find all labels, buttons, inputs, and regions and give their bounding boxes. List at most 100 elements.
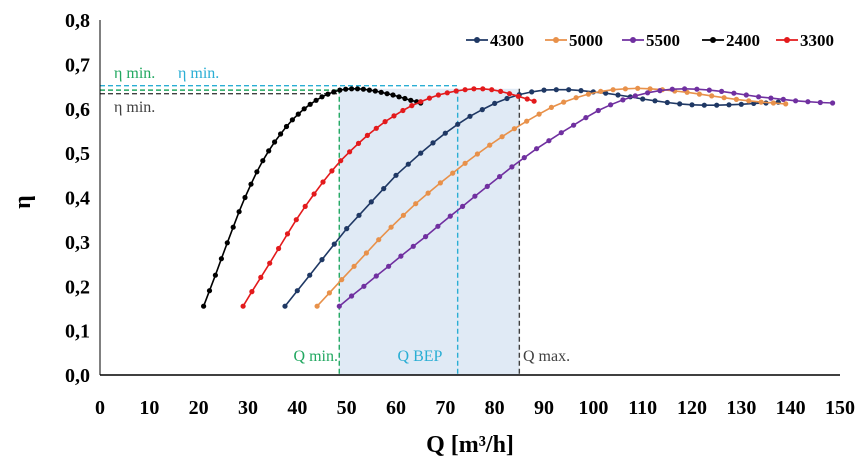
data-point-5500 (398, 253, 404, 259)
data-point-3300 (444, 90, 450, 96)
data-point-5500 (694, 86, 700, 92)
q-min-label: Q min. (294, 348, 338, 365)
data-point-3300 (471, 86, 477, 92)
data-point-2400 (390, 92, 396, 98)
data-point-5000 (400, 212, 406, 218)
data-point-5000 (437, 180, 443, 186)
data-point-4300 (529, 89, 535, 95)
y-tick-label: 0,6 (65, 99, 90, 121)
data-point-2400 (224, 240, 230, 246)
data-point-2400 (254, 169, 260, 175)
x-tick-label: 50 (337, 397, 357, 419)
data-point-5000 (376, 237, 382, 243)
data-point-4300 (282, 303, 288, 309)
data-point-2400 (343, 86, 349, 92)
data-point-3300 (480, 86, 486, 92)
data-point-3300 (338, 158, 344, 164)
data-point-5000 (536, 111, 542, 117)
data-point-5000 (462, 160, 468, 166)
data-point-5500 (534, 146, 540, 152)
data-point-2400 (372, 88, 378, 94)
data-point-2400 (236, 209, 242, 215)
y-axis-title: η (10, 195, 36, 209)
data-point-4300 (294, 288, 300, 294)
data-point-5000 (450, 170, 456, 176)
data-point-4300 (726, 102, 732, 108)
data-point-4300 (442, 130, 448, 136)
data-point-5000 (524, 118, 530, 124)
data-point-5000 (585, 91, 592, 97)
operating-range-rect (339, 88, 520, 375)
x-tick-label: 0 (95, 397, 105, 419)
data-point-5000 (783, 101, 789, 107)
data-point-5000 (721, 95, 727, 101)
data-point-3300 (506, 91, 513, 97)
data-point-2400 (272, 139, 278, 145)
x-tick-label: 140 (776, 397, 806, 419)
x-tick-labels: 0 10 20 30 40 50 60 70 80 90 100 110 120 130 140 150 (95, 397, 855, 419)
data-point-4300 (381, 186, 387, 192)
data-point-2400 (313, 97, 319, 103)
x-tick-label: 100 (578, 397, 608, 419)
data-point-4300 (479, 107, 485, 113)
data-point-2400 (319, 94, 325, 100)
data-point-3300 (364, 132, 370, 138)
data-point-5000 (487, 142, 493, 148)
legend-swatch-marker (474, 37, 480, 43)
data-point-3300 (435, 92, 441, 98)
y-tick-label: 0,1 (65, 321, 90, 343)
x-tick-label: 10 (139, 397, 159, 419)
data-point-5500 (632, 93, 638, 99)
data-point-5500 (361, 283, 367, 289)
series-3300 (240, 86, 537, 309)
data-point-3300 (391, 113, 397, 119)
data-point-5000 (326, 290, 332, 296)
data-point-2400 (283, 123, 290, 130)
x-tick-label: 150 (825, 397, 855, 419)
data-point-5000 (573, 95, 579, 101)
data-point-3300 (489, 87, 495, 93)
data-point-2400 (384, 91, 390, 97)
data-point-3300 (382, 119, 388, 125)
data-point-4300 (492, 100, 498, 106)
data-point-4300 (467, 113, 473, 119)
eta-min-label-blue: η min. (178, 65, 219, 82)
data-point-5500 (571, 122, 577, 128)
data-point-4300 (553, 87, 559, 93)
data-point-2400 (289, 117, 295, 123)
data-point-5000 (413, 201, 419, 207)
x-axis-title: Q [m³/h] (426, 432, 514, 458)
data-point-2400 (325, 91, 331, 97)
data-point-5500 (460, 203, 466, 209)
series-layer (201, 85, 836, 309)
annotation-labels: η min. η min. η min. Q min. Q BEP Q max. (114, 65, 570, 365)
legend-item-5500: 5500 (622, 31, 680, 50)
data-point-3300 (329, 168, 335, 174)
x-tick-label: 110 (628, 397, 657, 419)
legend-swatch-marker (710, 37, 716, 43)
data-point-2400 (201, 303, 207, 309)
data-point-5500 (423, 234, 429, 240)
data-point-4300 (714, 102, 720, 108)
data-point-2400 (218, 256, 224, 262)
q-max-label: Q max. (523, 348, 570, 365)
data-point-3300 (418, 99, 424, 105)
data-point-4300 (640, 96, 646, 102)
data-point-5500 (608, 102, 614, 108)
data-point-4300 (689, 102, 695, 108)
data-point-4300 (677, 101, 683, 107)
legend: 4300 5000 5500 2400 3300 (466, 31, 834, 50)
data-point-4300 (652, 98, 658, 104)
data-point-2400 (206, 288, 213, 294)
data-point-2400 (360, 86, 366, 92)
x-tick-label: 90 (534, 397, 554, 419)
data-point-3300 (524, 96, 530, 102)
data-point-4300 (368, 199, 374, 205)
data-point-5500 (817, 99, 823, 106)
data-point-4300 (578, 88, 584, 94)
data-point-5500 (447, 213, 453, 219)
data-point-4300 (664, 99, 670, 106)
data-point-3300 (284, 231, 291, 237)
data-point-3300 (267, 260, 273, 266)
series-5500 (336, 86, 836, 309)
